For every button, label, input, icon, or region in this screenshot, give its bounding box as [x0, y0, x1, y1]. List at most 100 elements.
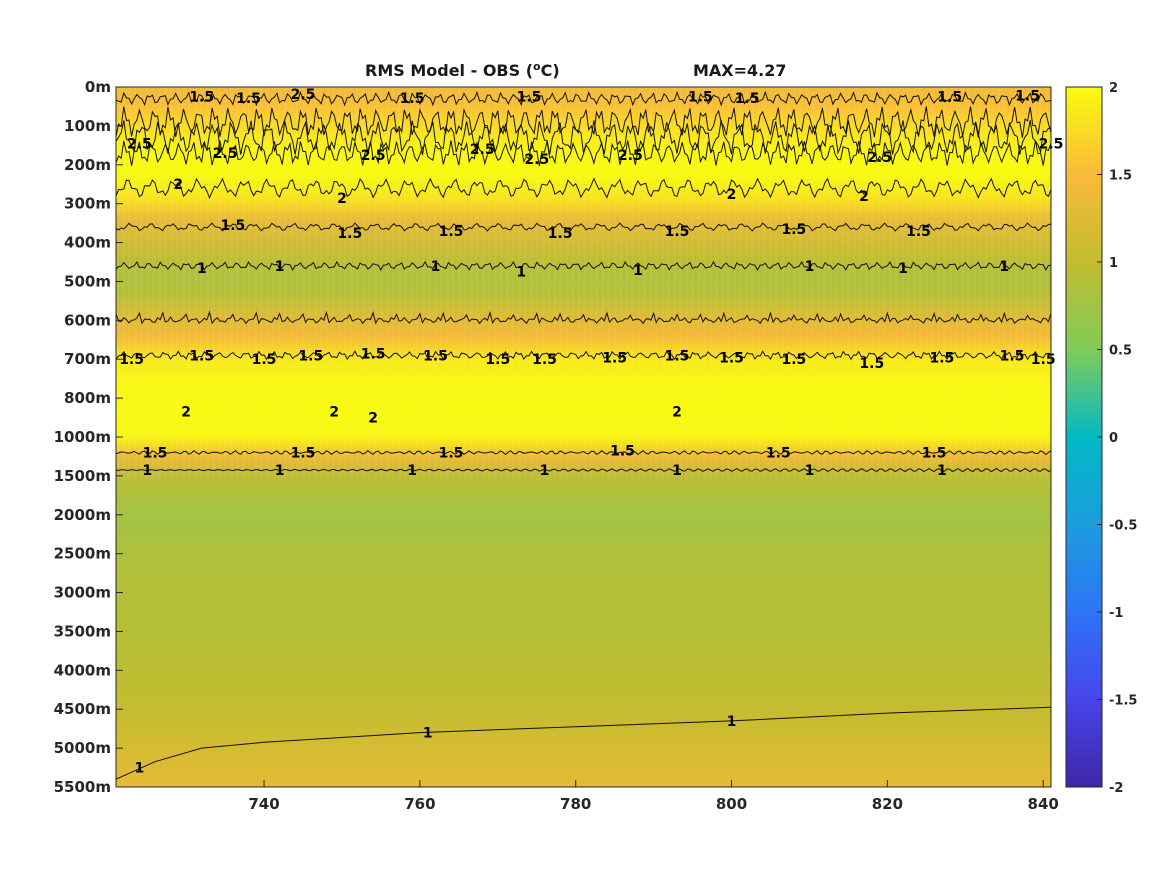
heatmap-stripe: [433, 87, 437, 480]
heatmap-stripe: [451, 87, 455, 480]
heatmap-stripe: [871, 87, 875, 480]
heatmap-stripe: [229, 87, 233, 480]
y-tick-label: 0m: [85, 78, 111, 96]
heatmap-stripe: [122, 87, 125, 480]
heatmap-stripe: [529, 87, 533, 480]
heatmap-stripe: [367, 87, 371, 480]
heatmap-stripe: [691, 87, 695, 480]
heatmap-stripe: [607, 87, 611, 480]
heatmap-stripe: [337, 87, 341, 480]
heatmap-stripe: [973, 87, 977, 480]
title-left: RMS Model - OBS (oC): [365, 60, 560, 80]
contour-line: [116, 177, 1051, 199]
contour-label: 1: [540, 463, 550, 479]
contour-label: 1.5: [439, 446, 464, 462]
heatmap-stripe: [949, 87, 953, 480]
contour-label: 2.5: [618, 148, 643, 164]
contour-line: [116, 467, 1051, 473]
heatmap-stripe: [331, 87, 335, 480]
heatmap-stripe: [259, 87, 263, 480]
colorbar-tick-label: -2: [1109, 781, 1123, 796]
heatmap-stripe: [697, 87, 701, 480]
contour-label: 2.5: [291, 87, 316, 103]
y-tick-label: 1500m: [54, 467, 111, 485]
heatmap-stripe: [481, 87, 485, 480]
heatmap-stripe: [907, 87, 911, 480]
heatmap-stripe: [421, 87, 425, 480]
heatmap-stripe: [463, 87, 467, 480]
contour-label: 1.5: [236, 91, 261, 107]
heatmap-stripe: [709, 87, 713, 480]
contour-label: 1.5: [929, 350, 954, 366]
contour-line: [116, 106, 1051, 138]
x-tick-label: 780: [560, 795, 591, 813]
heatmap-stripe: [751, 87, 755, 480]
heatmap-stripe: [253, 87, 257, 480]
contour-label: 1.5: [665, 224, 690, 240]
contour-label: 1: [898, 261, 908, 277]
contour-label: 1: [275, 463, 285, 479]
contour-labels: 1.5 1.5 2.5 1.5 1.5 1.5 1.5 1.5 1.5 2.5 2.5 2.5 2.5 2…: [119, 87, 1063, 777]
heatmap-stripe: [769, 87, 773, 480]
heatmap-stripe: [355, 87, 359, 480]
y-tick-label: 3000m: [54, 584, 111, 602]
heatmap-stripe: [295, 87, 299, 480]
heatmap-stripe: [307, 87, 311, 480]
contour-label: 1: [516, 265, 526, 281]
heatmap-stripe: [241, 87, 245, 480]
heatmap-stripe: [181, 87, 185, 480]
heatmap-stripe: [385, 87, 389, 480]
contour-label: 1.5: [766, 446, 791, 462]
contour-label: 1: [431, 259, 441, 275]
colorbar-tick-label: 0: [1109, 431, 1118, 446]
heatmap-stripe: [553, 87, 557, 480]
heatmap-stripe: [457, 87, 461, 480]
contour-label: 1.5: [485, 352, 510, 368]
contour-label: 1.5: [781, 352, 806, 368]
heatmap-stripe: [169, 87, 173, 480]
heatmap-stripe: [781, 87, 785, 480]
heatmap-stripe: [493, 87, 497, 480]
contour-label: 1.5: [1015, 89, 1040, 105]
heatmap-stripe: [1009, 87, 1012, 480]
heatmap-stripe: [937, 87, 941, 480]
contour-label: 2.5: [867, 150, 892, 166]
heatmap-stripe: [499, 87, 503, 480]
y-tick-label: 600m: [64, 311, 111, 329]
heatmap-stripe: [128, 87, 131, 480]
contour-label: 1.5: [602, 350, 627, 366]
contour-label: 1.5: [220, 218, 245, 234]
heatmap-stripe: [541, 87, 545, 480]
heatmap-stripe: [152, 87, 155, 480]
contour-label: 1: [727, 714, 737, 730]
heatmap-stripe: [523, 87, 527, 480]
heatmap-stripe: [853, 87, 857, 480]
y-tick-label: 700m: [64, 350, 111, 368]
contour-label: 1.5: [937, 90, 962, 106]
y-tick-label: 200m: [64, 156, 111, 174]
contour-label: 1.5: [517, 90, 542, 106]
x-tick-label: 820: [872, 795, 903, 813]
contour-label: 1.5: [688, 90, 713, 106]
heatmap-stripe: [187, 87, 191, 480]
heatmap-stripe: [961, 87, 965, 480]
heatmap-stripe: [265, 87, 269, 480]
x-tick-label: 760: [404, 795, 435, 813]
heatmap-stripe: [619, 87, 623, 480]
heatmap-stripe: [943, 87, 947, 480]
heatmap-stripe: [146, 87, 149, 480]
contour-label: 1: [999, 259, 1009, 275]
heatmap-stripe: [439, 87, 443, 480]
x-axis: 740 760 780 800 820 840: [248, 780, 1059, 813]
x-tick-label: 840: [1028, 795, 1059, 813]
y-tick-label: 800m: [64, 389, 111, 407]
heatmap-stripe: [625, 87, 629, 480]
heatmap-stripe: [847, 87, 851, 480]
heatmap-stripe: [373, 87, 377, 480]
heatmap-stripe: [140, 87, 143, 480]
heatmap-stripe: [733, 87, 737, 480]
heatmap-stripe: [571, 87, 575, 480]
heatmap-stripe: [859, 87, 863, 480]
heatmap-stripe: [217, 87, 221, 480]
